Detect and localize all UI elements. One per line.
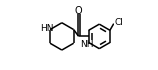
Text: O: O [75,6,82,16]
Text: NH: NH [80,40,93,49]
Text: Cl: Cl [114,18,123,27]
Text: HN: HN [40,24,53,33]
